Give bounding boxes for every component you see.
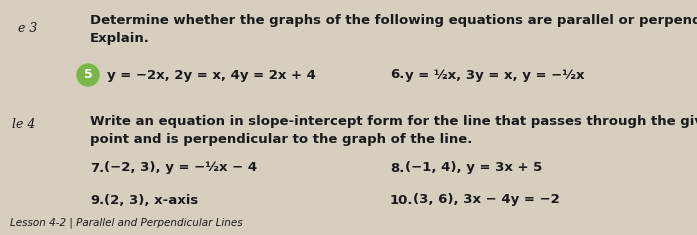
Circle shape xyxy=(77,64,99,86)
Text: (−2, 3), y = −½x − 4: (−2, 3), y = −½x − 4 xyxy=(104,161,257,175)
Text: Lesson 4-2 | Parallel and Perpendicular Lines: Lesson 4-2 | Parallel and Perpendicular … xyxy=(10,218,243,228)
Text: (3, 6), 3x − 4y = −2: (3, 6), 3x − 4y = −2 xyxy=(413,193,560,207)
Text: 10.: 10. xyxy=(390,193,413,207)
Text: 8.: 8. xyxy=(390,161,404,175)
Text: 9.: 9. xyxy=(90,193,105,207)
Text: 7.: 7. xyxy=(90,161,105,175)
Text: 5: 5 xyxy=(84,68,93,82)
Text: y = ½x, 3y = x, y = −½x: y = ½x, 3y = x, y = −½x xyxy=(405,68,585,82)
Text: Write an equation in slope-intercept form for the line that passes through the g: Write an equation in slope-intercept for… xyxy=(90,115,697,128)
Text: e 3: e 3 xyxy=(18,22,38,35)
Text: (2, 3), x-axis: (2, 3), x-axis xyxy=(104,193,198,207)
Text: Determine whether the graphs of the following equations are parallel or perpendi: Determine whether the graphs of the foll… xyxy=(90,14,697,27)
Text: (−1, 4), y = 3x + 5: (−1, 4), y = 3x + 5 xyxy=(405,161,542,175)
Text: point and is perpendicular to the graph of the line.: point and is perpendicular to the graph … xyxy=(90,133,473,146)
Text: le 4: le 4 xyxy=(12,118,36,131)
Text: y = −2x, 2y = x, 4y = 2x + 4: y = −2x, 2y = x, 4y = 2x + 4 xyxy=(107,68,316,82)
Text: 6.: 6. xyxy=(390,68,404,82)
Text: Explain.: Explain. xyxy=(90,32,150,45)
